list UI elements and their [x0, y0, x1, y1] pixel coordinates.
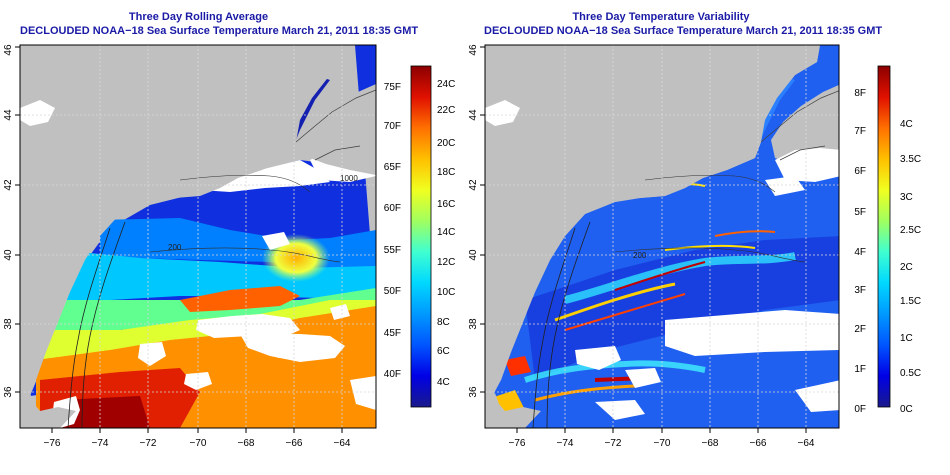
- right-colorbar-c-label: 3C: [900, 192, 913, 203]
- left-title-sub: DECLOUDED NOAA−18 Sea Surface Temperatur…: [20, 25, 419, 37]
- right-lon-tick-label: −68: [702, 438, 719, 449]
- right-lon-tick-label: −70: [654, 438, 671, 449]
- right-lon-tick-label: −76: [509, 438, 526, 449]
- right-colorbar-c-label: 4C: [900, 119, 913, 130]
- left-lon-tick-label: −74: [92, 438, 109, 449]
- right-colorbar: 8F 7F 6F 5F 4F 3F 2F 1F 0F 4C 3.5C 3C 2.…: [854, 65, 921, 415]
- right-colorbar-f-label: 8F: [854, 88, 866, 99]
- left-colorbar-c-label: 20C: [437, 138, 455, 149]
- left-colorbar-c-label: 6C: [437, 346, 450, 357]
- right-colorbar-f-label: 4F: [854, 247, 866, 258]
- right-title-main: Three Day Temperature Variability: [572, 11, 750, 23]
- right-lon-axis: −76 −74 −72 −70 −68 −66 −64: [509, 428, 815, 449]
- right-colorbar-c-label: 0.5C: [900, 368, 921, 379]
- right-colorbar-c-label: 1.5C: [900, 296, 921, 307]
- left-colorbar-f-label: 60F: [384, 203, 401, 214]
- left-colorbar-c-label: 22C: [437, 105, 455, 116]
- left-lon-tick-label: −70: [190, 438, 207, 449]
- right-lon-tick-label: −74: [557, 438, 574, 449]
- contour-label-left-200: 200: [168, 243, 182, 252]
- right-lat-axis: 36 38 40 42 44 46: [468, 44, 485, 398]
- right-lat-tick-label: 46: [468, 44, 479, 56]
- contour-label-left-1000: 1000: [340, 174, 358, 183]
- right-colorbar-f-label: 3F: [854, 285, 866, 296]
- left-lat-tick-label: 46: [3, 44, 14, 56]
- left-title: Three Day Rolling Average DECLOUDED NOAA…: [20, 10, 419, 38]
- right-colorbar-f-label: 5F: [854, 207, 866, 218]
- left-lat-tick-label: 40: [3, 249, 14, 261]
- left-lon-tick-label: −66: [286, 438, 303, 449]
- left-lon-tick-label: −68: [238, 438, 255, 449]
- right-lon-tick-label: −72: [605, 438, 622, 449]
- left-colorbar-c-label: 16C: [437, 199, 455, 210]
- right-lon-tick-label: −64: [798, 438, 815, 449]
- right-graticule: [485, 45, 839, 428]
- right-lat-tick-label: 44: [468, 109, 479, 121]
- left-colorbar: 75F 70F 65F 60F 55F 50F 45F 40F 24C 22C …: [384, 65, 455, 408]
- left-colorbar-f-label: 75F: [384, 82, 401, 93]
- left-colorbar-c-label: 12C: [437, 257, 455, 268]
- right-map: [485, 45, 839, 428]
- right-lat-tick-label: 38: [468, 318, 479, 330]
- left-lat-tick-label: 38: [3, 318, 14, 330]
- left-lat-tick-label: 42: [3, 179, 14, 191]
- right-lon-tick-label: −66: [750, 438, 767, 449]
- left-colorbar-c-label: 14C: [437, 227, 455, 238]
- right-lat-tick-label: 36: [468, 386, 479, 398]
- right-colorbar-f-label: 1F: [854, 364, 866, 375]
- left-map: [20, 45, 376, 428]
- left-lat-axis: 36 38 40 42 44 46: [3, 44, 20, 398]
- left-colorbar-f-label: 45F: [384, 328, 401, 339]
- left-lon-axis: −76 −74 −72 −70 −68 −66 −64: [44, 428, 351, 449]
- left-graticule: [20, 45, 376, 428]
- left-lat-tick-label: 44: [3, 109, 14, 121]
- left-title-main: Three Day Rolling Average: [128, 11, 269, 23]
- right-colorbar-c-label: 1C: [900, 333, 913, 344]
- right-colorbar-f-label: 2F: [854, 324, 866, 335]
- right-colorbar-f-label: 7F: [854, 126, 866, 137]
- right-colorbar-f-label: 6F: [854, 166, 866, 177]
- left-colorbar-gradient: [410, 65, 432, 408]
- left-colorbar-c-label: 24C: [437, 79, 455, 90]
- left-colorbar-c-label: 8C: [437, 317, 450, 328]
- left-lon-tick-label: −64: [334, 438, 351, 449]
- right-colorbar-c-label: 0C: [900, 404, 913, 415]
- left-colorbar-f-label: 55F: [384, 245, 401, 256]
- right-lat-tick-label: 42: [468, 179, 479, 191]
- left-lat-tick-label: 36: [3, 386, 14, 398]
- right-colorbar-f-label: 0F: [854, 404, 866, 415]
- left-colorbar-c-label: 18C: [437, 167, 455, 178]
- right-title: Three Day Temperature Variability DECLOU…: [484, 10, 883, 38]
- left-colorbar-f-label: 65F: [384, 162, 401, 173]
- right-lat-tick-label: 40: [468, 249, 479, 261]
- right-colorbar-c-label: 3.5C: [900, 154, 921, 165]
- left-lon-tick-label: −76: [44, 438, 61, 449]
- right-colorbar-gradient: [877, 65, 891, 408]
- right-title-sub: DECLOUDED NOAA−18 Sea Surface Temperatur…: [484, 25, 883, 37]
- contour-label-right-200: 200: [633, 251, 647, 260]
- right-colorbar-c-label: 2C: [900, 262, 913, 273]
- left-colorbar-c-label: 4C: [437, 377, 450, 388]
- right-colorbar-c-label: 2.5C: [900, 225, 921, 236]
- left-colorbar-c-label: 10C: [437, 287, 455, 298]
- left-colorbar-f-label: 70F: [384, 121, 401, 132]
- left-colorbar-f-label: 40F: [384, 369, 401, 380]
- left-colorbar-f-label: 50F: [384, 286, 401, 297]
- left-lon-tick-label: −72: [140, 438, 157, 449]
